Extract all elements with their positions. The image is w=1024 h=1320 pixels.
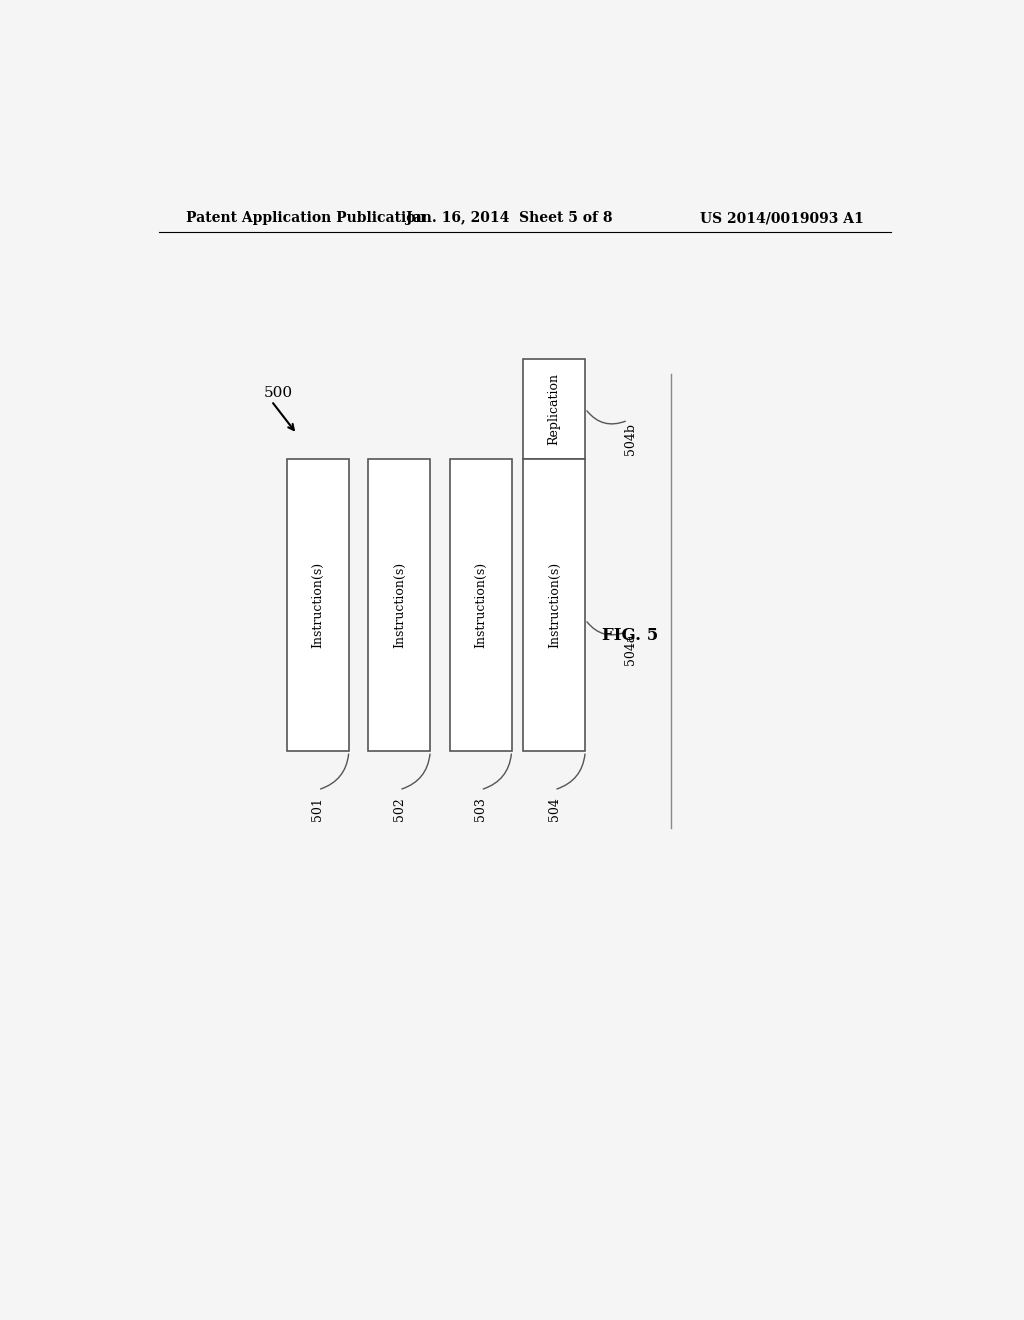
Text: 504b: 504b: [624, 422, 637, 454]
Text: Replication: Replication: [548, 372, 561, 445]
Text: Instruction(s): Instruction(s): [393, 562, 406, 648]
Text: Jan. 16, 2014  Sheet 5 of 8: Jan. 16, 2014 Sheet 5 of 8: [407, 211, 612, 226]
Text: Instruction(s): Instruction(s): [311, 562, 325, 648]
Text: Instruction(s): Instruction(s): [474, 562, 487, 648]
Bar: [523, 459, 586, 751]
Bar: [369, 459, 430, 751]
Text: US 2014/0019093 A1: US 2014/0019093 A1: [699, 211, 863, 226]
Text: 502: 502: [393, 797, 406, 821]
Bar: [450, 459, 512, 751]
Text: Patent Application Publication: Patent Application Publication: [186, 211, 426, 226]
Text: 500: 500: [263, 387, 293, 400]
Bar: [287, 459, 349, 751]
Bar: [523, 359, 586, 459]
Text: Instruction(s): Instruction(s): [548, 562, 561, 648]
Text: FIG. 5: FIG. 5: [602, 627, 658, 644]
Text: 501: 501: [311, 797, 325, 821]
Text: 504a: 504a: [624, 634, 637, 665]
Text: 503: 503: [474, 797, 487, 821]
Text: 504: 504: [548, 797, 561, 821]
